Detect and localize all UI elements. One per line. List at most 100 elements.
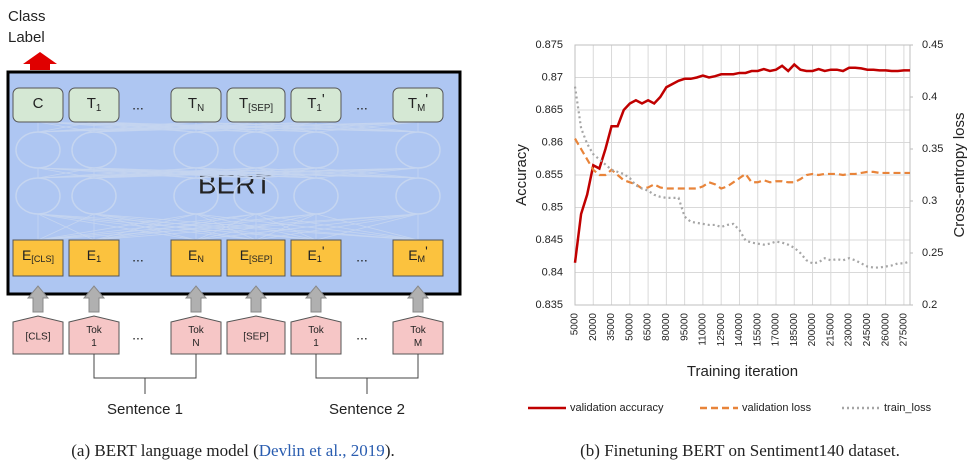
connection xyxy=(93,213,419,241)
x-tick-label: 65000 xyxy=(643,313,654,341)
caption-text: ). xyxy=(385,441,395,460)
bracket xyxy=(315,354,419,379)
x-tick-label: 170000 xyxy=(771,313,782,347)
x-tick-label: 35000 xyxy=(606,313,617,341)
legend-label: validation loss xyxy=(742,402,812,414)
token-sub: 1 xyxy=(316,103,321,114)
connection xyxy=(255,121,419,133)
token-label: EN xyxy=(188,247,204,265)
token-prime: ' xyxy=(425,91,428,108)
connection xyxy=(37,121,317,133)
x-tick-label: 155000 xyxy=(752,313,763,347)
x-tick-label: 275000 xyxy=(899,313,910,347)
token-label: E1' xyxy=(307,243,324,265)
caption-text: (a) BERT language model ( xyxy=(71,441,259,460)
embedding-box xyxy=(68,239,120,277)
y-tick-label: 0.835 xyxy=(535,299,563,311)
output-box xyxy=(170,87,222,123)
input-label: 1 xyxy=(91,338,97,349)
x-tick-label: 110000 xyxy=(698,313,709,346)
connection xyxy=(255,167,317,179)
y-tick-label: 0.85 xyxy=(542,201,563,213)
connection xyxy=(315,167,419,179)
x-tick-label: 215000 xyxy=(825,313,836,347)
input-arrow xyxy=(82,285,106,313)
class-label: Label xyxy=(8,29,45,46)
token-label: E[CLS] xyxy=(22,247,54,265)
connection xyxy=(93,167,419,179)
embedding-box xyxy=(170,239,222,277)
connection xyxy=(255,213,419,241)
token-label: E[SEP] xyxy=(240,247,273,265)
token-text: E xyxy=(87,247,96,263)
token-sub: M xyxy=(417,103,425,114)
embedding-box xyxy=(290,239,342,277)
y2-tick-label: 0.4 xyxy=(922,91,937,103)
connection xyxy=(93,167,317,179)
input-box xyxy=(290,315,342,355)
y-tick-label: 0.86 xyxy=(542,136,563,148)
token-sub: N xyxy=(197,254,204,264)
token-text: E xyxy=(188,247,197,263)
x-tick-label: 200000 xyxy=(807,313,818,347)
y-tick-label: 0.845 xyxy=(535,234,563,246)
y2-axis-title: Cross-entropy loss xyxy=(951,112,968,237)
connection xyxy=(195,121,419,133)
token-text: T xyxy=(307,95,316,112)
y2-tick-label: 0.35 xyxy=(922,143,943,155)
token-text: E xyxy=(307,247,316,263)
input-box xyxy=(12,315,64,355)
input-label: M xyxy=(414,338,422,349)
token-text: T xyxy=(239,95,248,112)
y-tick-label: 0.875 xyxy=(535,39,563,51)
citation: Devlin et al., 2019 xyxy=(259,441,385,460)
x-tick-label: 50000 xyxy=(624,313,635,341)
ellipsis: ... xyxy=(356,97,368,113)
embedding-box xyxy=(392,239,444,277)
connection xyxy=(195,213,419,241)
x-tick-label: 245000 xyxy=(862,313,873,347)
input-box xyxy=(226,315,286,355)
connection xyxy=(195,167,419,179)
input-label: Tok xyxy=(410,325,427,336)
y2-tick-label: 0.45 xyxy=(922,39,943,51)
input-box xyxy=(68,315,120,355)
token-sub: [SEP] xyxy=(249,254,272,264)
output-box xyxy=(290,87,342,123)
token-text: E xyxy=(240,247,249,263)
token-text: C xyxy=(33,95,44,112)
y2-tick-label: 0.3 xyxy=(922,195,937,207)
x-tick-label: 80000 xyxy=(661,313,672,341)
input-arrow xyxy=(184,285,208,313)
x-tick-label: 230000 xyxy=(844,313,855,347)
plot-frame xyxy=(574,44,911,306)
caption: (b) Finetuning BERT on Sentiment140 data… xyxy=(580,441,900,460)
input-label: [SEP] xyxy=(243,332,269,343)
class-label: Class xyxy=(8,8,46,25)
x-tick-label: 20000 xyxy=(588,313,599,341)
y-tick-label: 0.855 xyxy=(535,169,563,181)
input-arrow xyxy=(26,285,50,313)
token-text: T xyxy=(188,95,197,112)
connection xyxy=(37,213,317,241)
token-text: E xyxy=(22,247,31,263)
network xyxy=(15,121,441,241)
connection xyxy=(37,213,257,241)
y-tick-label: 0.865 xyxy=(535,104,563,116)
ellipsis: ... xyxy=(132,327,144,343)
y2-tick-label: 0.2 xyxy=(922,299,937,311)
connection xyxy=(37,167,317,179)
input-box xyxy=(392,315,444,355)
connection xyxy=(315,213,419,241)
legend-label: validation accuracy xyxy=(570,402,664,414)
input-box xyxy=(170,315,222,355)
token-sub: [SEP] xyxy=(248,103,273,114)
embedding-box xyxy=(12,239,64,277)
token-prime: ' xyxy=(322,91,325,108)
connection xyxy=(93,121,419,133)
token-sub: 1 xyxy=(96,254,101,264)
connection xyxy=(37,121,95,133)
output-box xyxy=(68,87,120,123)
token-label: T1' xyxy=(307,91,325,114)
token-prime: ' xyxy=(322,243,325,259)
